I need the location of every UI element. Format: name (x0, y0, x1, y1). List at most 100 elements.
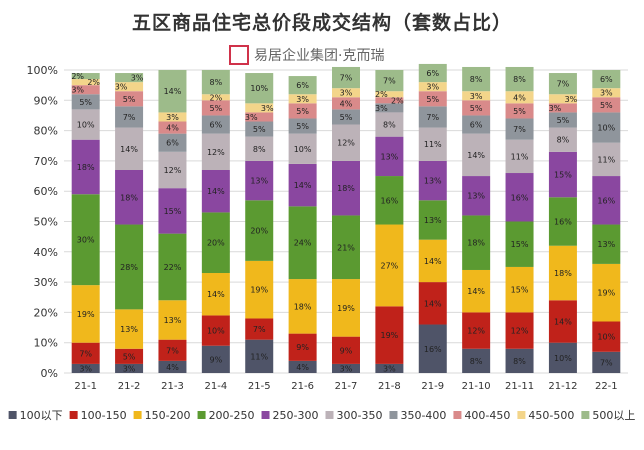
bar-segment (158, 339, 187, 361)
data-label: 8% (209, 78, 222, 87)
bar-segment (505, 266, 534, 313)
bar-segment (375, 91, 404, 98)
data-label: 14% (207, 187, 225, 196)
data-label: 8% (470, 75, 483, 84)
legend-label: 150-200 (145, 409, 191, 422)
data-label: 5% (123, 95, 136, 104)
bar-segment (548, 245, 577, 301)
y-tick-label: 40% (34, 246, 58, 259)
data-label: 3% (261, 104, 274, 113)
bar-segment (375, 70, 404, 92)
data-label: 19% (77, 310, 95, 319)
data-label: 3% (123, 364, 136, 373)
data-label: 5% (426, 95, 439, 104)
data-label: 5% (296, 107, 309, 116)
bar-segment (462, 348, 491, 373)
bar-segment (375, 176, 404, 225)
data-label: 13% (120, 325, 138, 334)
bar-segment (201, 345, 230, 373)
data-label: 8% (383, 121, 396, 130)
bar-segment (548, 151, 577, 198)
bar-segment (332, 336, 360, 364)
data-label: 14% (554, 317, 572, 326)
y-tick-label: 30% (34, 276, 58, 289)
data-label: 7% (383, 77, 396, 86)
bar-segment (288, 279, 317, 334)
data-label: 7% (253, 325, 266, 334)
data-label: 8% (513, 357, 526, 366)
bar-segment (115, 106, 144, 128)
x-tick-label: 21-6 (291, 381, 314, 392)
bar-segment (332, 97, 360, 110)
bar-segment (505, 66, 534, 92)
bar-segment (288, 133, 317, 164)
data-label: 12% (164, 166, 182, 175)
bar-segment (332, 109, 360, 125)
data-label: 18% (120, 193, 138, 202)
data-label: 2% (71, 72, 84, 81)
y-tick-label: 20% (34, 306, 58, 319)
data-label: 7% (426, 113, 439, 122)
bar-segment (505, 173, 534, 222)
bar-segment (548, 73, 577, 95)
data-label: 28% (120, 263, 138, 272)
data-label: 22% (164, 263, 182, 272)
data-label: 16% (597, 196, 615, 205)
data-label: 14% (294, 181, 312, 190)
legend-swatch (517, 411, 526, 419)
bar-segment (592, 321, 621, 352)
data-label: 11% (511, 152, 529, 161)
bar-segment (462, 176, 491, 216)
data-label: 10% (554, 354, 572, 363)
bar-segment (245, 112, 274, 122)
y-tick-label: 80% (34, 125, 58, 138)
y-tick-label: 10% (34, 337, 58, 350)
data-label: 14% (164, 87, 182, 96)
data-label: 4% (166, 363, 179, 372)
data-label: 10% (597, 124, 615, 133)
bar-segment (462, 66, 491, 92)
data-label: 18% (554, 269, 572, 278)
bar-segment (71, 94, 100, 110)
data-label: 11% (597, 155, 615, 164)
bar-segment (201, 70, 230, 95)
bar-segment (71, 194, 100, 286)
data-label: 14% (424, 257, 442, 266)
bar-segment (158, 121, 187, 134)
data-label: 2% (87, 78, 100, 87)
bar-segment (418, 82, 447, 92)
bar-segment (592, 224, 621, 264)
y-tick-label: 50% (34, 216, 58, 229)
bar-segment (201, 100, 230, 116)
legend-label: 250-300 (273, 409, 319, 422)
data-label: 5% (253, 125, 266, 134)
bar-segment (592, 176, 621, 225)
data-label: 18% (467, 239, 485, 248)
bar-segment (245, 121, 274, 137)
bar-segment (375, 136, 404, 177)
y-tick-label: 90% (34, 94, 58, 107)
data-label: 18% (337, 184, 355, 193)
data-label: 24% (294, 239, 312, 248)
data-label: 7% (123, 113, 136, 122)
bar-segment (548, 300, 577, 343)
data-label: 5% (340, 113, 353, 122)
data-label: 15% (554, 171, 572, 180)
data-label: 3% (375, 104, 388, 113)
data-label: 4% (296, 363, 309, 372)
bar-segment (115, 309, 144, 349)
bar-segment (332, 88, 360, 98)
x-tick-label: 21-2 (118, 381, 141, 392)
data-label: 3% (79, 364, 92, 373)
data-label: 19% (337, 304, 355, 313)
data-label: 5% (470, 104, 483, 113)
bar-segment (158, 151, 187, 189)
data-label: 10% (207, 327, 225, 336)
bar-segment (375, 363, 404, 373)
legend-swatch (261, 411, 270, 419)
x-tick-label: 21-3 (161, 381, 184, 392)
data-label: 20% (250, 227, 268, 236)
x-tick-label: 21-1 (74, 381, 97, 392)
bar-segment (375, 112, 404, 137)
